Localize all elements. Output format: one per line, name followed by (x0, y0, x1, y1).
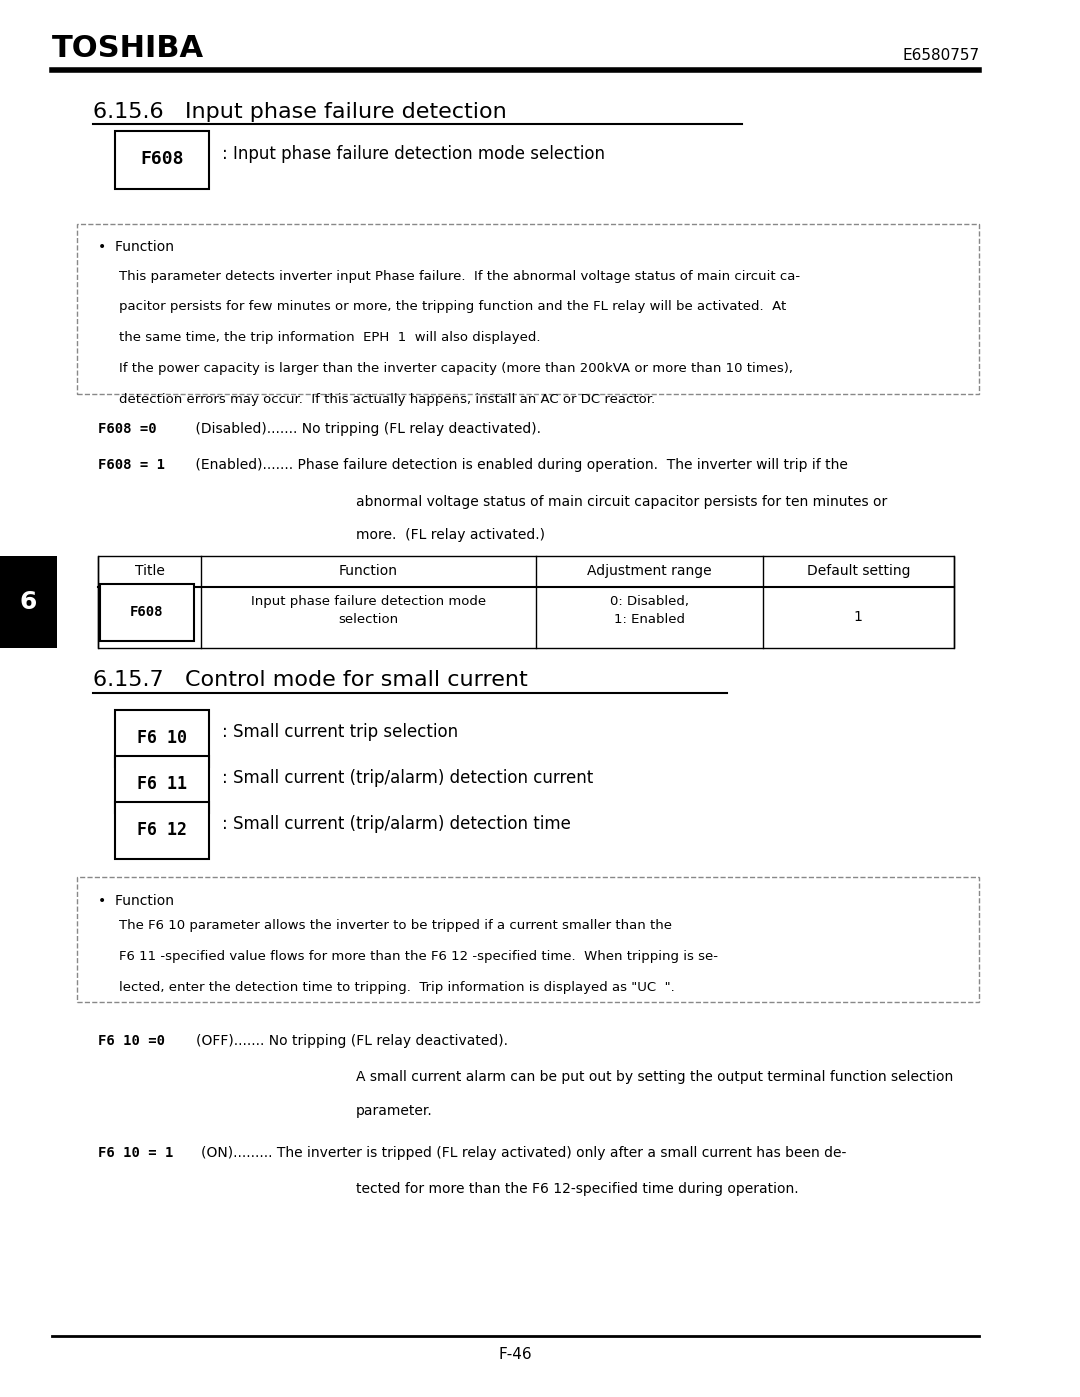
Text: The F6 10 parameter allows the inverter to be tripped if a current smaller than : The F6 10 parameter allows the inverter … (119, 919, 672, 932)
Text: This parameter detects inverter input Phase failure.  If the abnormal voltage st: This parameter detects inverter input Ph… (119, 270, 799, 282)
Text: F6 11: F6 11 (137, 775, 188, 792)
FancyBboxPatch shape (116, 756, 210, 813)
Text: F6 10 =0: F6 10 =0 (98, 1034, 165, 1048)
Text: : Input phase failure detection mode selection: : Input phase failure detection mode sel… (221, 145, 605, 162)
Text: F608 = 1: F608 = 1 (98, 458, 165, 472)
Text: F6 10: F6 10 (137, 729, 188, 746)
Text: TOSHIBA: TOSHIBA (52, 34, 204, 63)
Text: Default setting: Default setting (807, 564, 910, 578)
Text: : Small current (trip/alarm) detection current: : Small current (trip/alarm) detection c… (221, 770, 593, 787)
Text: (Disabled)....... No tripping (FL relay deactivated).: (Disabled)....... No tripping (FL relay … (191, 422, 541, 436)
Text: Function: Function (339, 564, 399, 578)
Text: •  Function: • Function (98, 894, 174, 908)
FancyBboxPatch shape (78, 224, 980, 394)
Text: 1: 1 (854, 610, 863, 624)
Text: 6: 6 (19, 590, 37, 615)
Text: Title: Title (135, 564, 164, 578)
Text: If the power capacity is larger than the inverter capacity (more than 200kVA or : If the power capacity is larger than the… (119, 362, 793, 374)
Bar (98, 556, 954, 648)
Text: detection errors may occur.  If this actually happens, install an AC or DC react: detection errors may occur. If this actu… (119, 393, 654, 405)
FancyBboxPatch shape (116, 131, 210, 189)
Text: : Small current trip selection: : Small current trip selection (221, 724, 458, 740)
Text: 6.15.7   Control mode for small current: 6.15.7 Control mode for small current (93, 671, 527, 690)
Text: abnormal voltage status of main circuit capacitor persists for ten minutes or: abnormal voltage status of main circuit … (355, 495, 887, 509)
Text: (Enabled)....... Phase failure detection is enabled during operation.  The inver: (Enabled)....... Phase failure detection… (191, 458, 848, 472)
FancyBboxPatch shape (100, 584, 193, 641)
FancyBboxPatch shape (78, 877, 980, 1002)
Text: F608 =0: F608 =0 (98, 422, 157, 436)
Text: pacitor persists for few minutes or more, the tripping function and the FL relay: pacitor persists for few minutes or more… (119, 300, 786, 313)
Text: the same time, the trip information  EPH  1  will also displayed.: the same time, the trip information EPH … (119, 331, 540, 344)
Text: F6 12: F6 12 (137, 821, 188, 838)
Text: Adjustment range: Adjustment range (588, 564, 712, 578)
Text: E6580757: E6580757 (902, 47, 980, 63)
FancyBboxPatch shape (116, 710, 210, 767)
Text: more.  (FL relay activated.): more. (FL relay activated.) (355, 528, 544, 542)
Text: F6 11 -specified value flows for more than the F6 12 -specified time.  When trip: F6 11 -specified value flows for more th… (119, 950, 717, 963)
Text: (ON)......... The inverter is tripped (FL relay activated) only after a small cu: (ON)......... The inverter is tripped (F… (201, 1146, 847, 1160)
Text: 6.15.6   Input phase failure detection: 6.15.6 Input phase failure detection (93, 102, 507, 122)
Text: parameter.: parameter. (355, 1104, 432, 1118)
Text: F-46: F-46 (499, 1347, 532, 1362)
FancyBboxPatch shape (116, 802, 210, 859)
Text: : Small current (trip/alarm) detection time: : Small current (trip/alarm) detection t… (221, 816, 570, 833)
Text: F608: F608 (131, 605, 164, 619)
Text: tected for more than the F6 12-specified time during operation.: tected for more than the F6 12-specified… (355, 1182, 798, 1196)
Text: (OFF)....... No tripping (FL relay deactivated).: (OFF)....... No tripping (FL relay deact… (195, 1034, 508, 1048)
Text: F608: F608 (140, 151, 184, 168)
Text: 0: Disabled,
1: Enabled: 0: Disabled, 1: Enabled (610, 595, 689, 626)
Text: A small current alarm can be put out by setting the output terminal function sel: A small current alarm can be put out by … (355, 1070, 953, 1084)
Text: •  Function: • Function (98, 240, 174, 254)
Bar (0, 556, 57, 648)
Text: lected, enter the detection time to tripping.  Trip information is displayed as : lected, enter the detection time to trip… (119, 981, 674, 993)
Text: Input phase failure detection mode
selection: Input phase failure detection mode selec… (251, 595, 486, 626)
Text: F6 10 = 1: F6 10 = 1 (98, 1146, 173, 1160)
